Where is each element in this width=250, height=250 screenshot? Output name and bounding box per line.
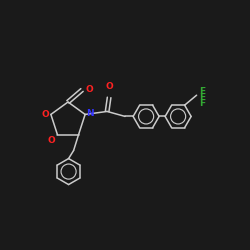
- Text: F: F: [200, 87, 206, 96]
- Text: N: N: [86, 109, 94, 118]
- Text: F: F: [200, 93, 206, 102]
- Text: O: O: [105, 82, 113, 92]
- Text: F: F: [200, 99, 206, 108]
- Text: O: O: [85, 84, 93, 94]
- Text: O: O: [41, 110, 49, 119]
- Text: O: O: [48, 136, 56, 144]
